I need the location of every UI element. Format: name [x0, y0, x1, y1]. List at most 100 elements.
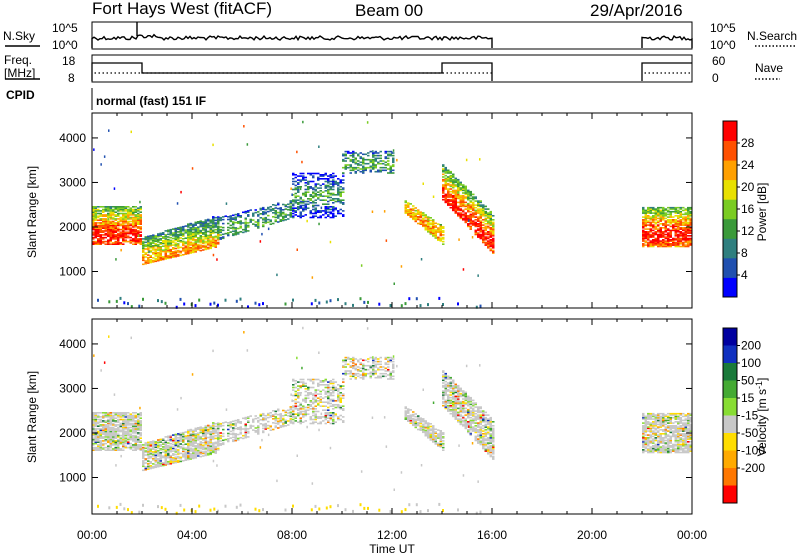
power-cell — [422, 182, 424, 185]
velocity-cell — [117, 442, 120, 445]
power-cell — [408, 297, 411, 301]
power-cell — [164, 236, 167, 239]
velocity-cell — [342, 385, 345, 387]
power-cell — [97, 239, 100, 241]
power-cell — [679, 235, 682, 237]
nsky-tick-bottom: 10^0 — [52, 38, 78, 52]
velocity-cell — [444, 400, 447, 403]
power-cell — [169, 240, 172, 243]
power-cell — [689, 241, 692, 244]
velocity-cell — [167, 435, 170, 438]
power-cell — [174, 238, 177, 240]
velocity-cell — [94, 414, 97, 417]
power-cell — [642, 206, 645, 209]
velocity-cell — [134, 417, 137, 419]
power-cell — [144, 262, 147, 265]
power-cell — [202, 222, 205, 225]
power-cell — [679, 228, 682, 230]
cpid-label: CPID — [6, 88, 35, 102]
power-cell — [669, 213, 672, 216]
power-cell — [349, 158, 352, 161]
power-cell — [314, 172, 317, 175]
velocity-cell — [92, 433, 95, 435]
velocity-cell — [294, 390, 297, 393]
velocity-cell — [139, 433, 142, 435]
power-cell — [109, 212, 112, 215]
power-cell — [364, 168, 367, 170]
velocity-cell — [152, 440, 155, 442]
power-cell — [322, 199, 325, 201]
power-cell — [137, 218, 140, 220]
power-cell — [297, 186, 300, 188]
power-cell — [142, 254, 145, 256]
power-cell — [164, 248, 167, 251]
power-cell — [179, 241, 182, 243]
velocity-cell — [152, 444, 155, 446]
power-cell — [172, 256, 175, 258]
velocity-cell — [194, 427, 197, 430]
power-cell — [669, 223, 672, 225]
power-cell — [119, 219, 122, 221]
velocity-cell — [127, 432, 130, 434]
power-cell — [237, 222, 240, 224]
power-cell — [279, 213, 282, 216]
power-cell — [117, 235, 120, 237]
power-cell — [197, 243, 200, 246]
power-cell — [109, 207, 112, 209]
velocity-cell — [409, 418, 412, 420]
power-cell — [359, 157, 362, 160]
velocity-cell — [297, 421, 300, 423]
power-cell — [467, 216, 470, 218]
velocity-cell — [237, 439, 240, 441]
velocity-cell — [387, 366, 390, 368]
velocity-cell — [299, 404, 302, 406]
power-cell — [317, 176, 320, 179]
velocity-cell — [442, 437, 445, 439]
velocity-cell — [282, 419, 285, 421]
power-cell — [217, 221, 220, 224]
power-cell — [332, 176, 335, 179]
power-cell — [449, 194, 452, 197]
velocity-cell — [207, 450, 210, 452]
power-cell — [209, 224, 212, 227]
power-cell — [219, 218, 222, 220]
velocity-cell — [412, 424, 415, 427]
velocity-cell — [134, 437, 137, 439]
velocity-cell — [334, 414, 337, 417]
power-cell — [247, 226, 250, 228]
power-cell — [404, 212, 407, 214]
power-cell — [202, 245, 205, 247]
velocity-cell — [112, 440, 115, 442]
power-cell — [92, 208, 95, 211]
velocity-cell — [92, 444, 95, 446]
velocity-cell — [214, 422, 217, 425]
velocity-cell — [122, 434, 125, 437]
power-cell — [127, 216, 130, 219]
power-panel — [91, 112, 693, 309]
power-cell — [109, 224, 112, 227]
velocity-cell — [204, 439, 207, 442]
power-cell — [130, 130, 132, 134]
power-cell — [179, 227, 182, 230]
power-cell — [179, 231, 182, 234]
power-cell — [301, 160, 303, 164]
power-cell — [122, 223, 125, 225]
velocity-cell — [117, 420, 120, 422]
power-cell — [152, 257, 155, 259]
power-cell — [179, 233, 182, 235]
velocity-cell — [329, 402, 332, 405]
power-cell — [257, 219, 260, 221]
power-cell — [319, 211, 322, 213]
power-cell — [227, 229, 230, 231]
velocity-cell — [424, 429, 427, 432]
power-cell — [99, 239, 102, 241]
power-cell — [472, 221, 475, 224]
velocity-cell — [112, 441, 115, 443]
power-cell — [432, 225, 435, 228]
power-cell — [342, 191, 345, 193]
power-cell — [192, 235, 195, 238]
velocity-cell — [104, 425, 107, 427]
velocity-cell — [212, 422, 215, 424]
power-cell — [164, 240, 167, 243]
velocity-cell — [152, 447, 155, 449]
